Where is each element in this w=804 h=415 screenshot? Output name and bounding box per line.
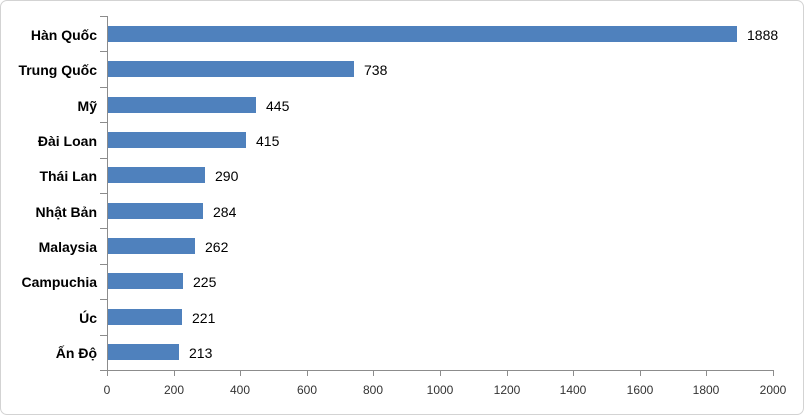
bar — [108, 344, 179, 360]
bar — [108, 97, 256, 113]
bar-value-label: 738 — [364, 62, 388, 78]
bar — [108, 273, 183, 289]
y-axis-tick — [100, 370, 107, 371]
x-axis-tick-label: 1200 — [493, 383, 521, 397]
x-axis-tick-label: 1800 — [692, 383, 720, 397]
x-axis-tick — [240, 371, 241, 376]
bar-value-label: 221 — [192, 310, 216, 326]
x-axis-tick — [307, 371, 308, 376]
bar-value-label: 213 — [189, 345, 213, 361]
bar — [108, 132, 246, 148]
x-axis-tick — [640, 371, 641, 376]
y-axis-tick — [100, 335, 107, 336]
bar-value-label: 284 — [213, 204, 237, 220]
bar-value-label: 415 — [256, 133, 280, 149]
y-axis-tick — [100, 299, 107, 300]
x-axis-tick-label: 800 — [362, 383, 384, 397]
x-axis-tick-label: 0 — [103, 383, 111, 397]
bar — [108, 309, 182, 325]
y-axis-line — [107, 16, 108, 370]
bar — [108, 238, 195, 254]
bar-value-label: 290 — [215, 168, 239, 184]
bar-value-label: 445 — [266, 98, 290, 114]
category-label: Campuchia — [21, 274, 97, 290]
x-axis-tick-label: 200 — [163, 383, 185, 397]
category-label: Thái Lan — [39, 168, 97, 184]
bar-value-label: 262 — [205, 239, 229, 255]
category-label: Úc — [79, 310, 97, 326]
category-label: Đài Loan — [37, 133, 97, 149]
y-axis-tick — [100, 264, 107, 265]
x-axis-tick — [107, 371, 108, 376]
bar-value-label: 1888 — [747, 27, 779, 43]
category-label: Nhật Bản — [35, 204, 97, 220]
category-label: Trung Quốc — [18, 62, 97, 78]
x-axis-tick-label: 1000 — [426, 383, 454, 397]
category-label: Hàn Quốc — [30, 27, 97, 43]
y-axis-tick — [100, 122, 107, 123]
category-label: Ấn Độ — [55, 345, 97, 361]
y-axis-tick — [100, 51, 107, 52]
bar — [108, 26, 737, 42]
category-label: Malaysia — [38, 239, 97, 255]
bar-value-label: 225 — [193, 274, 217, 290]
bar — [108, 167, 205, 183]
x-axis-tick — [174, 371, 175, 376]
bar — [108, 61, 354, 77]
category-label: Mỹ — [77, 98, 97, 114]
x-axis-tick — [573, 371, 574, 376]
x-axis-tick-label: 2000 — [759, 383, 787, 397]
y-axis-tick — [100, 228, 107, 229]
x-axis-tick — [773, 371, 774, 376]
x-axis-tick — [706, 371, 707, 376]
x-axis-tick — [440, 371, 441, 376]
x-axis-tick — [373, 371, 374, 376]
x-axis-tick-label: 600 — [296, 383, 318, 397]
y-axis-tick — [100, 193, 107, 194]
x-axis-tick-label: 400 — [229, 383, 251, 397]
x-axis-line — [107, 370, 774, 371]
bar — [108, 203, 203, 219]
y-axis-tick — [100, 87, 107, 88]
x-axis-tick-label: 1600 — [626, 383, 654, 397]
x-axis-tick-label: 1400 — [559, 383, 587, 397]
y-axis-tick — [100, 16, 107, 17]
y-axis-tick — [100, 158, 107, 159]
x-axis-tick — [507, 371, 508, 376]
